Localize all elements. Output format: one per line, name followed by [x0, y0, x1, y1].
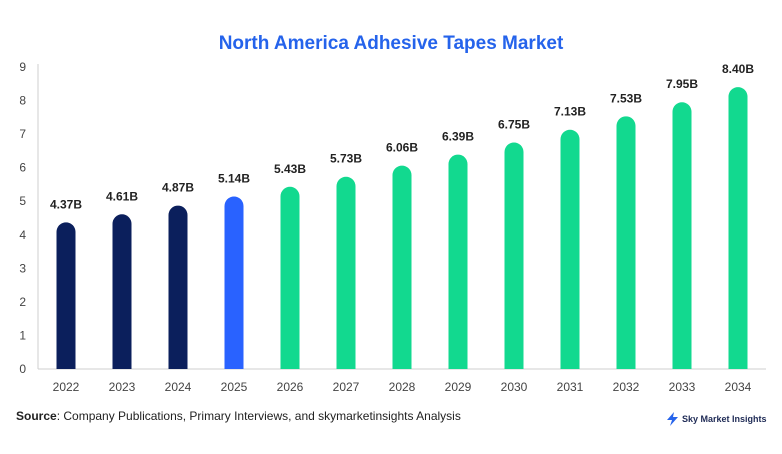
- x-tick-label: 2030: [501, 380, 528, 394]
- x-tick-label: 2027: [333, 380, 360, 394]
- data-label: 5.43B: [274, 162, 306, 176]
- x-tick-label: 2026: [277, 380, 304, 394]
- bar: [560, 129, 580, 369]
- y-tick-label: 8: [19, 94, 26, 108]
- data-label: 6.06B: [386, 141, 418, 155]
- bar: [728, 87, 748, 369]
- y-axis-ticks: 0 1 2 3 4 5 6 7 8 9: [19, 60, 26, 376]
- y-tick-label: 3: [19, 261, 26, 275]
- chart-title: North America Adhesive Tapes Market: [218, 33, 564, 54]
- bar: [448, 154, 468, 369]
- y-tick-label: 0: [19, 362, 26, 376]
- brand-logo: Sky Market Insights: [666, 412, 767, 426]
- bar: [280, 186, 300, 369]
- y-tick-label: 2: [19, 295, 26, 309]
- x-tick-label: 2031: [557, 380, 584, 394]
- y-tick-label: 1: [19, 328, 26, 342]
- chart-bars: [56, 87, 748, 370]
- data-label: 4.37B: [50, 197, 82, 211]
- x-tick-label: 2033: [669, 380, 696, 394]
- data-label: 6.75B: [498, 118, 530, 132]
- bar: [336, 176, 356, 369]
- data-label: 5.73B: [330, 152, 362, 166]
- x-tick-label: 2022: [53, 380, 80, 394]
- bar: [672, 102, 692, 369]
- x-tick-label: 2023: [109, 380, 136, 394]
- bar: [56, 222, 76, 369]
- x-tick-label: 2028: [389, 380, 416, 394]
- bar: [112, 214, 132, 369]
- bar: [392, 165, 412, 369]
- source-label: Source: [16, 409, 57, 423]
- data-label: 5.14B: [218, 172, 250, 186]
- source-note: Source: Company Publications, Primary In…: [16, 409, 461, 423]
- data-label: 7.53B: [610, 91, 642, 105]
- x-axis-ticks: 2022 2023 2024 2025 2026 2027 2028 2029 2030 2031…: [53, 380, 752, 394]
- x-tick-label: 2034: [725, 380, 752, 394]
- chart-data-labels: 4.37B 4.61B 4.87B 5.14B 5.43B 5.73B 6.06B 6.39B…: [50, 62, 754, 211]
- data-label: 7.13B: [554, 105, 586, 119]
- data-label: 8.40B: [722, 62, 754, 76]
- y-tick-label: 4: [19, 228, 26, 242]
- data-label: 4.87B: [162, 181, 194, 195]
- data-label: 4.61B: [106, 189, 138, 203]
- lightning-bolt-icon: [667, 412, 678, 426]
- logo-text: Sky Market Insights: [682, 414, 767, 424]
- x-tick-label: 2029: [445, 380, 472, 394]
- y-tick-label: 9: [19, 60, 26, 74]
- source-text: : Company Publications, Primary Intervie…: [56, 409, 461, 423]
- bar: [224, 196, 244, 369]
- bar: [616, 116, 636, 370]
- data-label: 7.95B: [666, 77, 698, 91]
- x-tick-label: 2032: [613, 380, 640, 394]
- x-tick-label: 2024: [165, 380, 192, 394]
- data-label: 6.39B: [442, 130, 474, 144]
- bar: [504, 142, 524, 369]
- bar: [168, 205, 188, 369]
- x-tick-label: 2025: [221, 380, 248, 394]
- y-tick-label: 7: [19, 127, 26, 141]
- y-tick-label: 5: [19, 194, 26, 208]
- y-tick-label: 6: [19, 161, 26, 175]
